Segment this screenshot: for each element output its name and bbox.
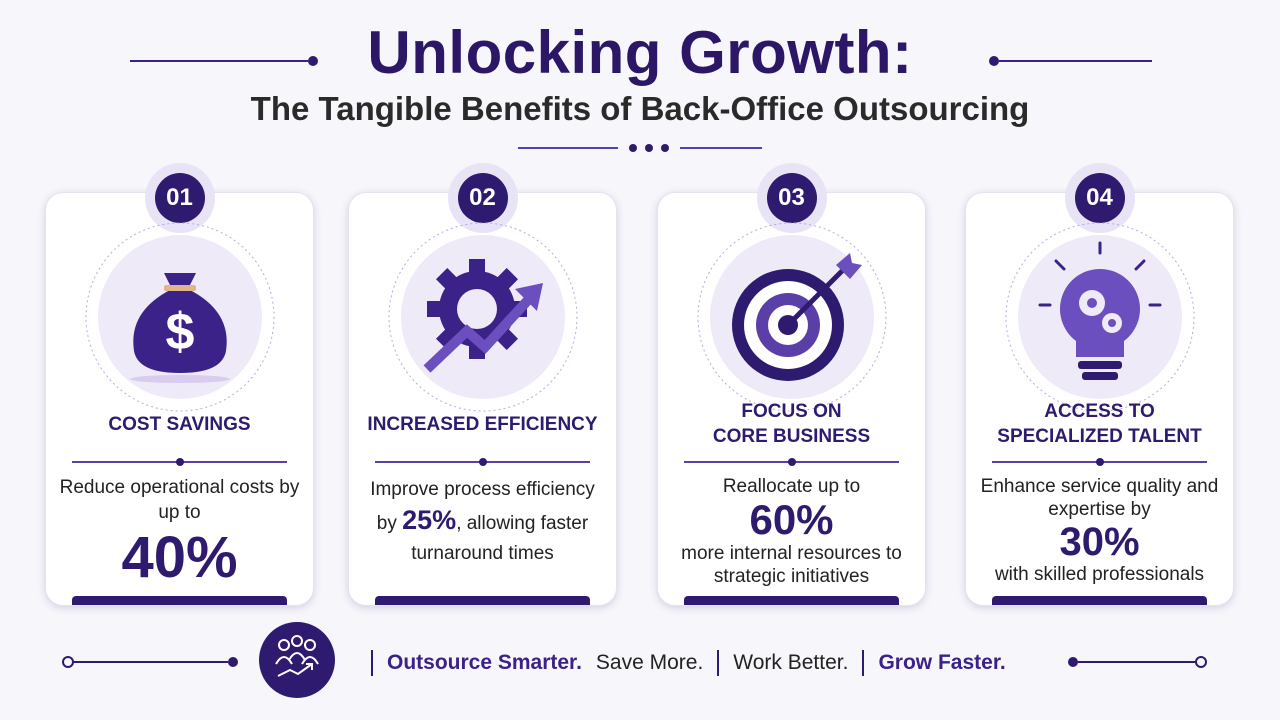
card-description: Improve process efficiency by bbox=[370, 479, 595, 534]
separator bbox=[371, 650, 373, 676]
card-bar bbox=[992, 596, 1207, 605]
card-description-end: with skilled professionals bbox=[994, 564, 1205, 585]
card-description-end: , allowing faster turnaround times bbox=[411, 513, 589, 564]
card-description: Reallocate up to bbox=[722, 476, 861, 497]
benefit-card: 03 FOCUS ON CORE BUSINESS Reallocate up … bbox=[657, 163, 926, 606]
title-dot bbox=[308, 56, 318, 66]
footer-taglines: Outsource Smarter. Save More. Work Bette… bbox=[357, 646, 1006, 680]
card-title-line: ACCESS TO bbox=[1044, 401, 1155, 422]
card-text: Reduce operational costs by up to 40% bbox=[56, 475, 303, 591]
tagline: Work Better. bbox=[733, 651, 849, 674]
card-divider bbox=[72, 458, 287, 466]
card-bar bbox=[684, 596, 899, 605]
card-divider bbox=[684, 458, 899, 466]
benefit-card: 02 INCREASED EFFICIENCY Improve process … bbox=[348, 163, 617, 606]
bulb-icon bbox=[1005, 222, 1194, 412]
card-title: INCREASED EFFICIENCY bbox=[349, 398, 616, 450]
card-text: Reallocate up to 60% more internal resou… bbox=[668, 475, 915, 588]
card-highlight: 60% bbox=[749, 496, 834, 543]
gear-arrow-icon bbox=[388, 222, 577, 412]
card-title-line: FOCUS ON bbox=[741, 401, 842, 422]
target-icon bbox=[697, 222, 886, 412]
card-title: COST SAVINGS bbox=[46, 398, 313, 450]
card-number: 03 bbox=[766, 173, 817, 223]
tagline: Grow Faster. bbox=[878, 651, 1006, 674]
card-title-line: SPECIALIZED TALENT bbox=[997, 426, 1202, 447]
card-title-line: INCREASED EFFICIENCY bbox=[367, 413, 598, 435]
benefit-card: 01 $ COST SAVINGS Reduce operational cos… bbox=[45, 163, 314, 606]
title-dot bbox=[989, 56, 999, 66]
card-highlight: 25% bbox=[402, 505, 457, 535]
footer-dot bbox=[1195, 656, 1207, 668]
subtitle: The Tangible Benefits of Back-Office Out… bbox=[250, 90, 1030, 127]
card-text: Enhance service quality and expertise by… bbox=[976, 475, 1223, 586]
card-bar bbox=[375, 596, 590, 605]
card-text: Improve process efficiency by 25%, allow… bbox=[359, 475, 606, 569]
sub-dot bbox=[645, 144, 653, 152]
card-number: 04 bbox=[1074, 173, 1125, 223]
card-title: ACCESS TO SPECIALIZED TALENT bbox=[966, 398, 1233, 450]
separator bbox=[717, 650, 720, 676]
card-description: Reduce operational costs by up to bbox=[59, 477, 300, 523]
card-description: Enhance service quality and expertise by bbox=[980, 476, 1219, 520]
card-divider bbox=[992, 458, 1207, 466]
tagline: Outsource Smarter. bbox=[387, 651, 582, 674]
card-number: 01 bbox=[154, 173, 205, 223]
card-title: FOCUS ON CORE BUSINESS bbox=[658, 398, 925, 450]
card-highlight: 30% bbox=[1059, 520, 1140, 564]
card-highlight: 40% bbox=[121, 525, 238, 590]
card-title-line: COST SAVINGS bbox=[108, 413, 251, 435]
card-number: 02 bbox=[457, 173, 508, 223]
separator bbox=[862, 650, 865, 676]
sub-dot bbox=[661, 144, 669, 152]
card-description-end: more internal resources to strategic ini… bbox=[681, 543, 902, 587]
footer-dot bbox=[228, 657, 238, 667]
benefit-card: 04 ACCESS TO SPECIALIZED TALENT Enhance … bbox=[965, 163, 1234, 606]
money-bag-icon: $ bbox=[85, 222, 274, 412]
card-title-line: CORE BUSINESS bbox=[712, 426, 871, 447]
footer-icon bbox=[259, 622, 335, 698]
sub-dot bbox=[629, 144, 637, 152]
card-divider bbox=[375, 458, 590, 466]
tagline: Save More. bbox=[595, 651, 704, 674]
footer-dot bbox=[1068, 657, 1078, 667]
svg-text:$: $ bbox=[165, 303, 194, 361]
footer-dot bbox=[62, 656, 74, 668]
title: Unlocking Growth: bbox=[367, 19, 913, 86]
card-bar bbox=[72, 596, 287, 605]
